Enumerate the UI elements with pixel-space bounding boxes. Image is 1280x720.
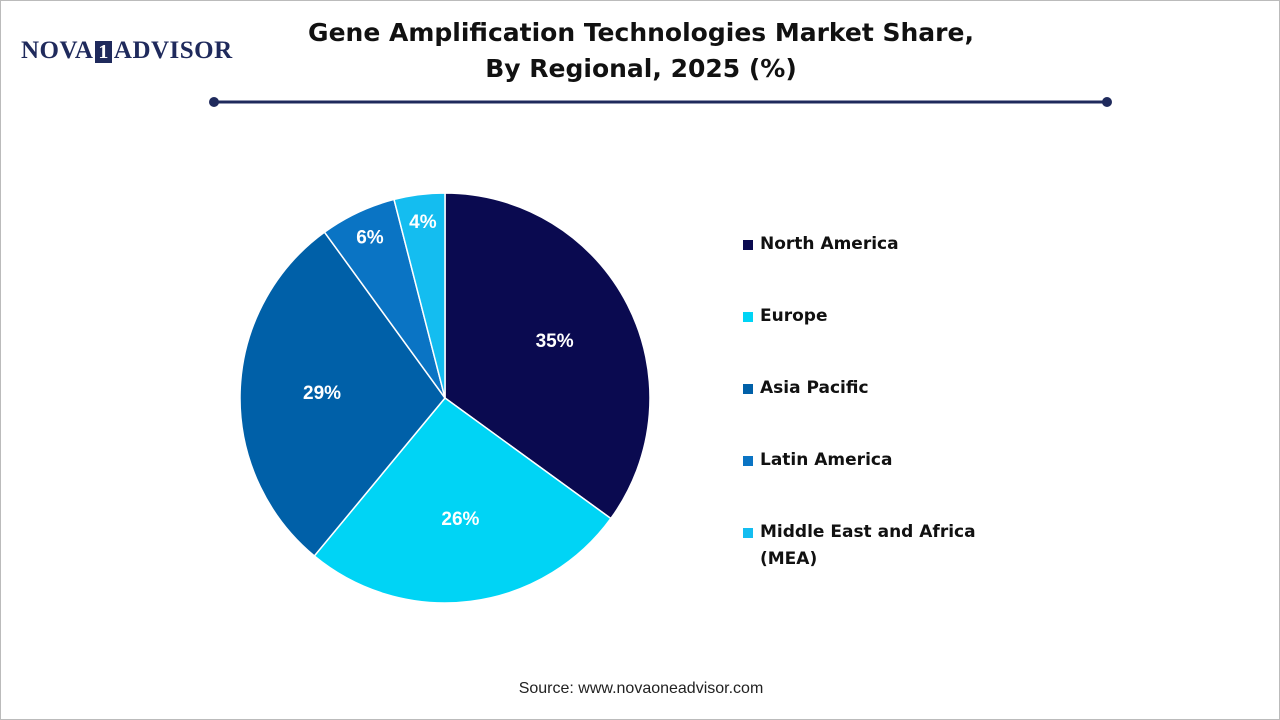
chart-title: Gene Amplification Technologies Market S… — [308, 18, 974, 83]
legend-label: Middle East and Africa (MEA) — [760, 522, 976, 569]
value-label: 4% — [409, 212, 437, 233]
logo: NOVA 1 ADVISOR — [21, 37, 233, 65]
legend-swatch — [743, 312, 753, 322]
legend-label: Latin America — [760, 450, 893, 470]
legend-label: North America — [760, 234, 899, 254]
legend-swatch — [743, 384, 753, 394]
logo-mark: 1 — [95, 41, 112, 63]
rule-dot — [209, 97, 219, 107]
legend-item: Middle East and Africa (MEA) — [743, 519, 1003, 573]
logo-text: NOVA — [21, 37, 94, 64]
legend-label: Europe — [760, 306, 828, 326]
legend-label: Asia Pacific — [760, 378, 869, 398]
value-label: 6% — [356, 227, 384, 248]
legend-item: Europe — [743, 303, 827, 330]
legend-item: Latin America — [743, 447, 892, 474]
pie: 35% 26% 29% 6% 4% — [239, 192, 651, 604]
source: Source: www.novaoneadvisor.com — [518, 680, 764, 697]
value-label: 35% — [536, 331, 574, 352]
legend-swatch — [743, 240, 753, 250]
legend-swatch — [743, 456, 753, 466]
pie-slice — [313, 396, 612, 604]
pie-slice — [393, 192, 446, 399]
logo-text: ADVISOR — [113, 37, 233, 64]
rule-dot — [1102, 97, 1112, 107]
pie-slice — [239, 231, 446, 558]
legend-item: Asia Pacific — [743, 375, 869, 402]
legend-item: North America — [743, 231, 899, 258]
legend-swatch — [743, 528, 753, 538]
pie-slice — [444, 192, 651, 520]
value-label: 29% — [303, 383, 341, 404]
value-label: 26% — [441, 509, 479, 530]
